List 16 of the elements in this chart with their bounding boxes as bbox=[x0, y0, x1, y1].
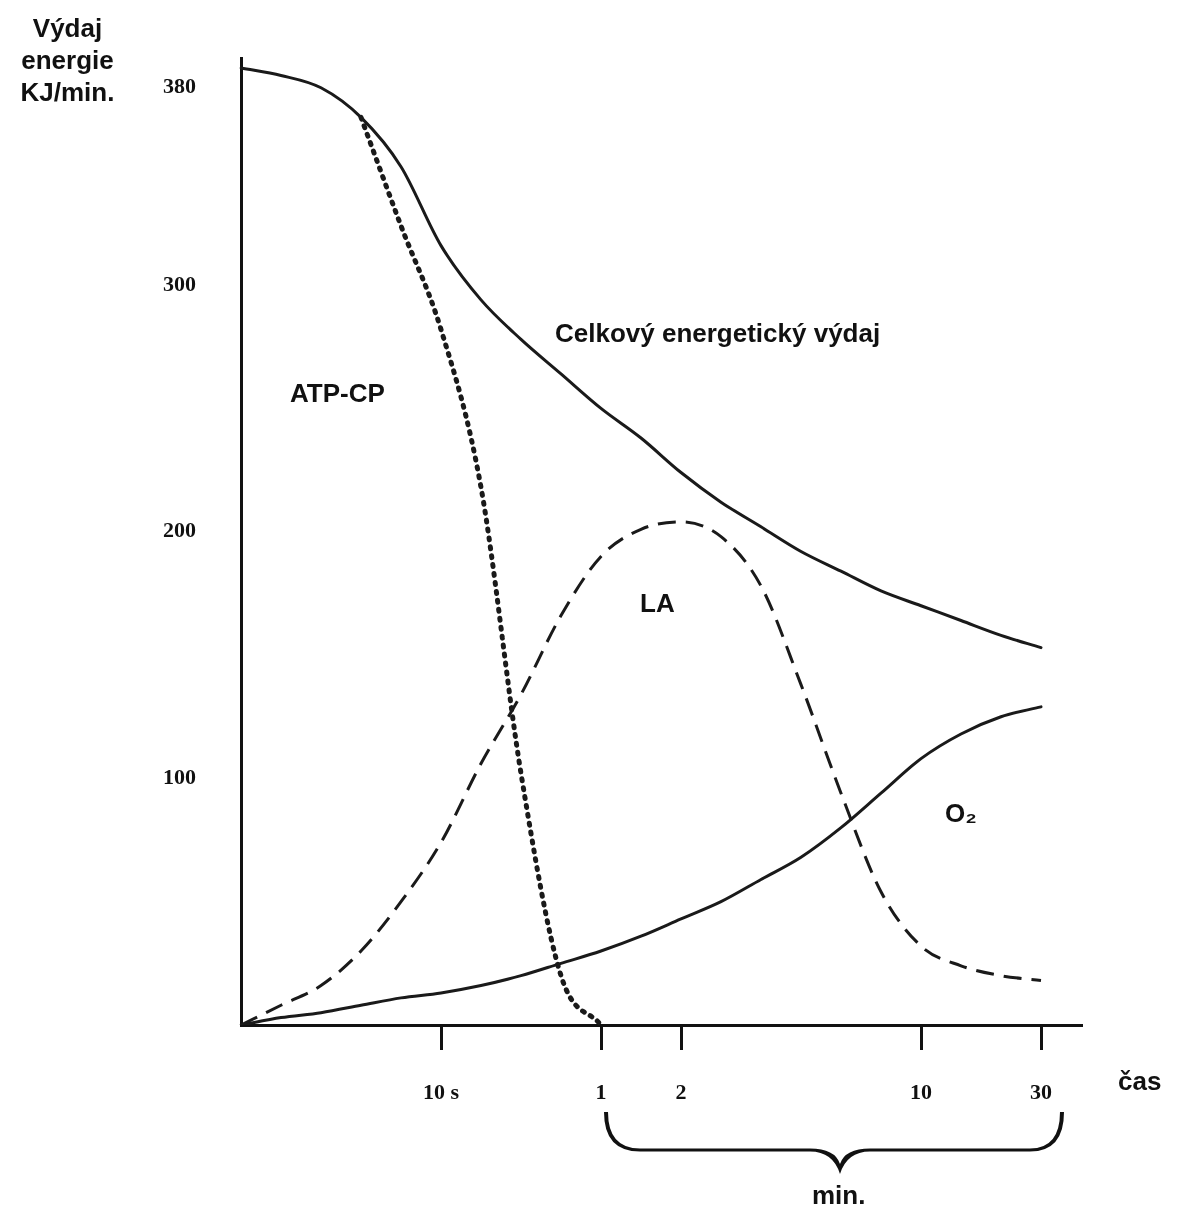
y-tick-label: 200 bbox=[163, 517, 196, 543]
y-tick-label: 380 bbox=[163, 73, 196, 99]
y-tick-label: 100 bbox=[163, 764, 196, 790]
text: ATP-CP bbox=[290, 378, 385, 409]
series-label: O₂ bbox=[945, 798, 977, 829]
series-label: Celkový energetický výdaj bbox=[555, 318, 881, 349]
y-tick-label: 300 bbox=[163, 270, 196, 296]
text: min. bbox=[812, 1180, 866, 1211]
series-label: LA bbox=[640, 588, 675, 619]
x-tick-label: 2 bbox=[675, 1078, 687, 1104]
x-tick-label: 10 s bbox=[422, 1078, 460, 1104]
x-tick-label: 10 bbox=[910, 1078, 932, 1104]
y-axis-title: Výdaj energie KJ/min. bbox=[19, 12, 116, 108]
x-tick-label: 30 bbox=[1030, 1078, 1052, 1104]
x-tick-label: 1 bbox=[595, 1078, 607, 1104]
x-axis-title: čas bbox=[1118, 1066, 1162, 1097]
